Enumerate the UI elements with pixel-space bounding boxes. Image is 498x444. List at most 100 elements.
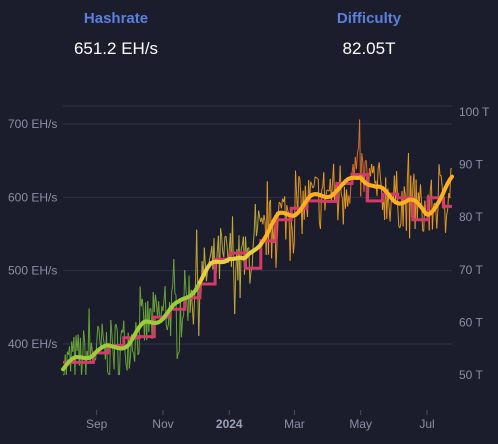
daily-hashrate-segment <box>416 192 419 221</box>
daily-hashrate-segment <box>90 342 93 352</box>
daily-hashrate-segment <box>232 216 235 270</box>
daily-hashrate-segment <box>315 177 318 179</box>
daily-hashrate-segment <box>119 337 122 375</box>
daily-hashrate-segment <box>326 189 329 191</box>
daily-hashrate-segment <box>205 271 208 282</box>
daily-hashrate-segment <box>378 162 381 177</box>
right-axis-tick-label: 80 T <box>459 210 483 224</box>
daily-hashrate-segment <box>251 244 254 269</box>
daily-hashrate-segment <box>323 172 326 211</box>
daily-hashrate-segment <box>162 299 165 312</box>
daily-hashrate-segment <box>128 357 131 369</box>
daily-hashrate-segment <box>254 204 257 237</box>
x-axis-tick-label: 2024 <box>216 417 243 431</box>
daily-hashrate-segment <box>289 221 292 261</box>
daily-hashrate-segment <box>184 270 187 288</box>
daily-hashrate-segment <box>299 179 302 199</box>
daily-hashrate-segment <box>180 319 183 338</box>
daily-hashrate-segment <box>440 175 443 187</box>
daily-hashrate-segment <box>138 286 141 353</box>
daily-hashrate-segment <box>74 335 77 375</box>
right-axis-tick-label: 70 T <box>459 263 483 277</box>
daily-hashrate-segment <box>312 186 315 189</box>
daily-hashrate-segment <box>449 168 452 199</box>
daily-hashrate-segment <box>120 329 123 338</box>
right-axis-tick-label: 60 T <box>459 315 483 329</box>
daily-hashrate-segment <box>355 152 358 170</box>
daily-hashrate-segment <box>221 236 224 253</box>
daily-hashrate-segment <box>174 293 177 296</box>
daily-hashrate-segment <box>310 181 313 185</box>
daily-hashrate-segment <box>102 337 105 345</box>
x-axis-tick-label: Sep <box>86 417 108 431</box>
daily-hashrate-segment <box>177 351 180 354</box>
daily-hashrate-segment <box>373 166 376 184</box>
daily-hashrate-segment <box>325 189 328 196</box>
difficulty-value: 82.05T <box>342 39 396 58</box>
daily-hashrate-segment <box>151 291 154 339</box>
hashrate-label: Hashrate <box>83 10 149 27</box>
daily-hashrate-segment <box>240 245 243 250</box>
hashrate-stat: Hashrate 651.2 EH/s <box>36 10 196 59</box>
daily-hashrate-segment <box>430 179 433 230</box>
x-axis-tick-label: May <box>349 417 372 431</box>
x-axis-tick-label: Jul <box>419 417 434 431</box>
daily-hashrate-segment <box>278 201 281 204</box>
daily-hashrate-segment <box>389 200 392 222</box>
daily-hashrate-segment <box>317 178 319 180</box>
daily-hashrate-segment <box>438 164 441 176</box>
daily-hashrate-segment <box>134 322 137 362</box>
daily-hashrate-segment <box>321 186 324 191</box>
daily-hashrate-segment <box>141 298 144 312</box>
daily-hashrate-segment <box>292 241 295 254</box>
daily-hashrate-segment <box>185 287 188 303</box>
daily-hashrate-segment <box>399 223 402 229</box>
daily-hashrate-segment <box>225 235 228 247</box>
daily-hashrate-segment <box>330 183 333 203</box>
daily-hashrate-segment <box>280 198 283 209</box>
daily-hashrate-segment <box>98 328 101 342</box>
daily-hashrate-segment <box>70 341 73 372</box>
daily-hashrate-segment <box>349 184 352 204</box>
daily-hashrate-segment <box>263 215 266 222</box>
daily-hashrate-segment <box>249 271 252 284</box>
daily-hashrate-segment <box>97 325 100 329</box>
daily-hashrate-segment <box>397 205 400 227</box>
daily-hashrate-segment <box>290 221 293 231</box>
daily-hashrate-segment <box>154 294 157 303</box>
daily-hashrate-segment <box>153 294 156 313</box>
daily-hashrate-segment <box>298 176 301 180</box>
daily-hashrate-segment <box>203 247 206 265</box>
left-axis-tick-label: 600 EH/s <box>8 190 57 204</box>
daily-hashrate-segment <box>403 186 406 195</box>
daily-hashrate-segment <box>182 315 185 320</box>
daily-hashrate-segment <box>314 176 317 178</box>
daily-hashrate-segment <box>396 171 399 206</box>
daily-hashrate-segment <box>101 323 104 338</box>
hashrate-value: 651.2 EH/s <box>73 39 159 58</box>
daily-hashrate-segment <box>110 320 113 335</box>
daily-hashrate-segment <box>116 331 119 375</box>
daily-hashrate-segment <box>209 253 212 259</box>
daily-hashrate-segment <box>173 258 176 294</box>
left-axis-tick-label: 500 EH/s <box>8 264 57 278</box>
daily-hashrate-segment <box>166 324 169 331</box>
daily-hashrate-segment <box>423 200 426 232</box>
daily-hashrate-segment <box>340 193 343 199</box>
x-axis-tick-label: Mar <box>284 417 305 431</box>
daily-hashrate-segment <box>219 228 222 280</box>
daily-hashrate-segment <box>361 153 364 163</box>
daily-hashrate-segment <box>96 325 99 344</box>
daily-hashrate-segment <box>88 308 91 361</box>
daily-hashrate-segment <box>124 349 127 365</box>
daily-hashrate-segment <box>285 205 288 240</box>
daily-hashrate-segment <box>293 170 296 242</box>
daily-hashrate-segment <box>313 176 316 187</box>
daily-hashrate-segment <box>365 160 368 175</box>
daily-hashrate-segment <box>175 295 178 359</box>
daily-hashrate-segment <box>192 299 195 325</box>
daily-hashrate-segment <box>252 232 255 246</box>
right-axis-tick-label: 90 T <box>459 158 483 172</box>
left-axis-tick-label: 700 EH/s <box>8 117 57 131</box>
daily-hashrate-segment <box>286 205 289 211</box>
